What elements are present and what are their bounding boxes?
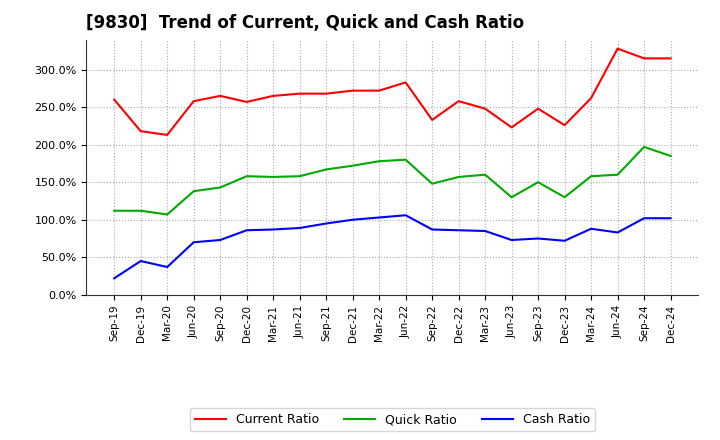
Cash Ratio	[454, 227, 463, 233]
Cash Ratio	[243, 227, 251, 233]
Quick Ratio	[587, 173, 595, 179]
Current Ratio	[587, 95, 595, 101]
Quick Ratio	[269, 174, 277, 180]
Cash Ratio	[375, 215, 384, 220]
Cash Ratio	[348, 217, 357, 222]
Line: Current Ratio: Current Ratio	[114, 48, 670, 135]
Quick Ratio	[401, 157, 410, 162]
Quick Ratio	[322, 167, 330, 172]
Quick Ratio	[216, 185, 225, 190]
Quick Ratio	[613, 172, 622, 177]
Cash Ratio	[534, 236, 542, 241]
Quick Ratio	[136, 208, 145, 213]
Current Ratio	[454, 99, 463, 104]
Quick Ratio	[110, 208, 119, 213]
Cash Ratio	[587, 226, 595, 231]
Cash Ratio	[401, 213, 410, 218]
Quick Ratio	[428, 181, 436, 187]
Cash Ratio	[269, 227, 277, 232]
Quick Ratio	[508, 194, 516, 200]
Cash Ratio	[322, 221, 330, 226]
Cash Ratio	[136, 258, 145, 264]
Cash Ratio	[508, 237, 516, 242]
Current Ratio	[295, 91, 304, 96]
Current Ratio	[401, 80, 410, 85]
Current Ratio	[216, 93, 225, 99]
Quick Ratio	[481, 172, 490, 177]
Cash Ratio	[216, 237, 225, 242]
Cash Ratio	[560, 238, 569, 243]
Current Ratio	[534, 106, 542, 111]
Quick Ratio	[243, 173, 251, 179]
Current Ratio	[322, 91, 330, 96]
Current Ratio	[163, 132, 171, 138]
Current Ratio	[508, 125, 516, 130]
Current Ratio	[110, 97, 119, 102]
Quick Ratio	[454, 174, 463, 180]
Quick Ratio	[189, 189, 198, 194]
Current Ratio	[136, 128, 145, 134]
Cash Ratio	[163, 264, 171, 270]
Current Ratio	[560, 122, 569, 128]
Quick Ratio	[295, 173, 304, 179]
Current Ratio	[243, 99, 251, 105]
Cash Ratio	[189, 240, 198, 245]
Quick Ratio	[640, 144, 649, 150]
Current Ratio	[428, 117, 436, 123]
Quick Ratio	[560, 194, 569, 200]
Current Ratio	[666, 56, 675, 61]
Current Ratio	[189, 99, 198, 104]
Line: Quick Ratio: Quick Ratio	[114, 147, 670, 214]
Quick Ratio	[375, 158, 384, 164]
Current Ratio	[481, 106, 490, 111]
Quick Ratio	[163, 212, 171, 217]
Cash Ratio	[640, 216, 649, 221]
Current Ratio	[613, 46, 622, 51]
Quick Ratio	[348, 163, 357, 169]
Cash Ratio	[666, 216, 675, 221]
Quick Ratio	[534, 180, 542, 185]
Cash Ratio	[481, 228, 490, 234]
Current Ratio	[375, 88, 384, 93]
Cash Ratio	[110, 275, 119, 281]
Quick Ratio	[666, 153, 675, 158]
Cash Ratio	[428, 227, 436, 232]
Current Ratio	[348, 88, 357, 93]
Text: [9830]  Trend of Current, Quick and Cash Ratio: [9830] Trend of Current, Quick and Cash …	[86, 15, 525, 33]
Cash Ratio	[295, 225, 304, 231]
Cash Ratio	[613, 230, 622, 235]
Current Ratio	[640, 56, 649, 61]
Legend: Current Ratio, Quick Ratio, Cash Ratio: Current Ratio, Quick Ratio, Cash Ratio	[189, 408, 595, 431]
Current Ratio	[269, 93, 277, 99]
Line: Cash Ratio: Cash Ratio	[114, 215, 670, 278]
